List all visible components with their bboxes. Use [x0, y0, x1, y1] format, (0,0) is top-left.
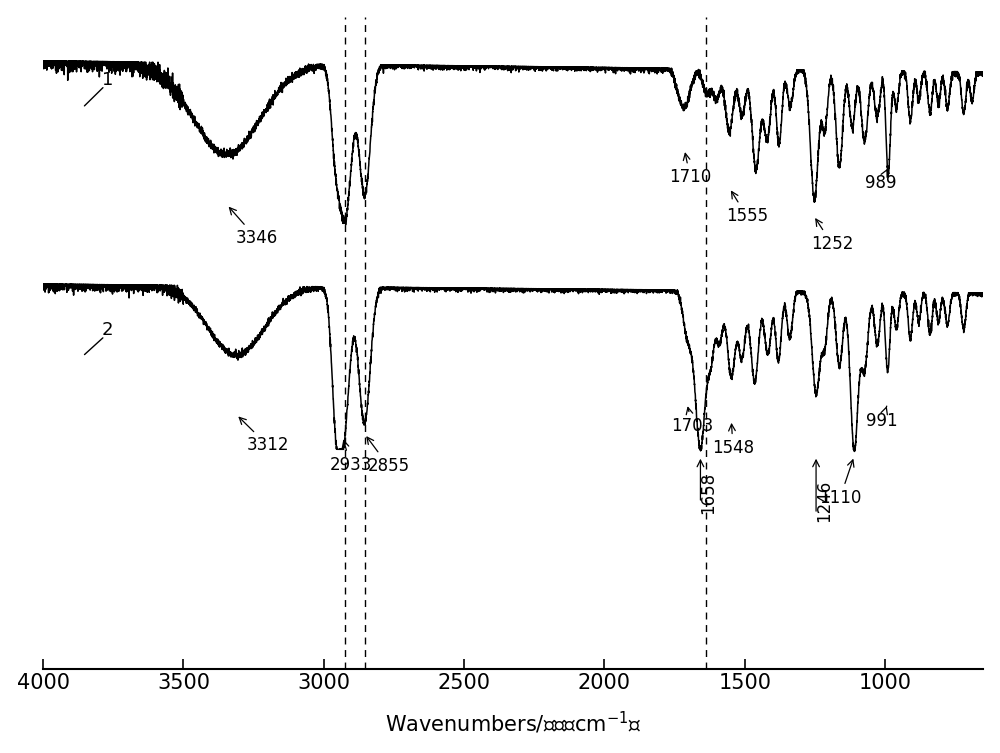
Text: 989: 989 — [865, 169, 896, 192]
Text: 991: 991 — [866, 406, 898, 429]
Text: 1110: 1110 — [819, 460, 861, 507]
Text: 1548: 1548 — [712, 424, 754, 457]
Text: 2: 2 — [102, 322, 113, 340]
Text: 1555: 1555 — [726, 191, 768, 225]
Text: 3312: 3312 — [239, 417, 289, 454]
Text: 2933: 2933 — [329, 441, 372, 474]
Text: 1710: 1710 — [669, 154, 711, 187]
Text: 1703: 1703 — [671, 407, 714, 435]
Text: 1658: 1658 — [700, 472, 718, 514]
Text: 3346: 3346 — [229, 208, 278, 247]
Text: 2855: 2855 — [367, 437, 409, 475]
Text: 1246: 1246 — [815, 480, 833, 522]
Text: 1252: 1252 — [811, 219, 853, 253]
X-axis label: Wavenumbers/波数（cm$^{-1}$）: Wavenumbers/波数（cm$^{-1}$） — [385, 710, 641, 736]
Text: 1: 1 — [102, 72, 113, 89]
